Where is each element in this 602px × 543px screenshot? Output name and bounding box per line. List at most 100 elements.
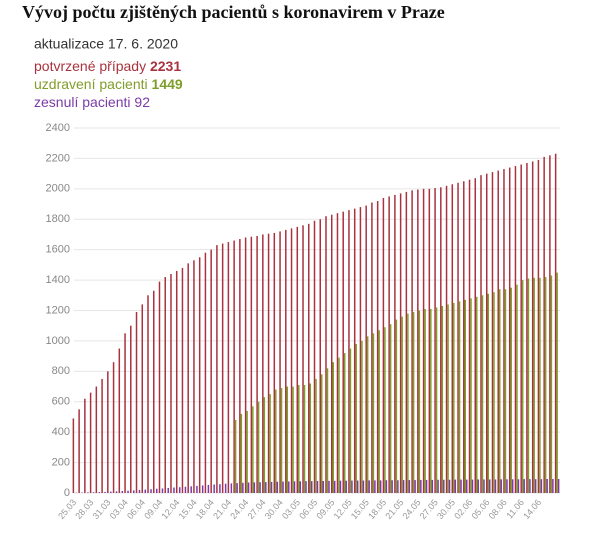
bar: [147, 295, 148, 493]
bar: [99, 492, 100, 493]
x-tick-label: 06.05: [297, 497, 319, 521]
bar: [231, 483, 232, 493]
bar: [182, 268, 183, 493]
bar: [529, 479, 530, 493]
bar: [512, 479, 513, 493]
bar: [124, 333, 125, 493]
bar: [78, 409, 79, 493]
chart-title: Vývoj počtu zjištěných pacientů s korona…: [22, 2, 445, 22]
bar: [210, 250, 211, 493]
bar: [344, 353, 345, 493]
bar: [327, 368, 328, 493]
bar: [497, 171, 498, 493]
bar: [465, 300, 466, 493]
bar: [351, 481, 352, 493]
bar: [241, 414, 242, 493]
bar: [311, 481, 312, 493]
bar: [535, 479, 536, 493]
bar: [466, 480, 467, 493]
bar: [332, 362, 333, 493]
bar: [252, 406, 253, 493]
bar: [305, 481, 306, 493]
bar: [196, 486, 197, 493]
bar: [159, 282, 160, 493]
bar: [259, 482, 260, 493]
bar: [222, 244, 223, 493]
bar: [457, 183, 458, 493]
bar: [452, 184, 453, 493]
x-tick-label: 21.05: [383, 497, 405, 521]
bar: [357, 481, 358, 493]
legend-label: uzdravení pacienti: [34, 76, 148, 92]
bar: [187, 263, 188, 493]
bar: [216, 245, 217, 493]
bar: [409, 480, 410, 493]
x-tick-label: 31.03: [91, 497, 113, 521]
y-tick-label: 200: [52, 456, 70, 468]
bar: [145, 490, 146, 493]
x-tick-label: 27.04: [246, 497, 268, 521]
bar: [520, 165, 521, 494]
bar: [386, 480, 387, 493]
bar: [142, 304, 143, 493]
bar: [116, 491, 117, 493]
bar: [170, 274, 171, 493]
x-tick-label: 14.06: [521, 497, 543, 521]
bar: [246, 411, 247, 493]
bar: [254, 482, 255, 493]
x-tick-label: 06.04: [125, 497, 147, 521]
bar: [314, 221, 315, 493]
y-tick-label: 0: [64, 487, 70, 499]
bar: [340, 481, 341, 493]
bar: [426, 480, 427, 493]
bar: [87, 492, 88, 493]
bar: [321, 374, 322, 493]
x-tick-label: 30.04: [263, 497, 285, 521]
bar: [505, 289, 506, 493]
bar: [354, 209, 355, 493]
bar: [551, 276, 552, 493]
bar: [495, 479, 496, 493]
bar: [271, 482, 272, 493]
bar: [518, 479, 519, 493]
legend-item: zesnulí pacienti 92: [34, 94, 150, 110]
bar: [297, 227, 298, 493]
bar: [546, 479, 547, 493]
bar: [499, 289, 500, 493]
bar: [205, 253, 206, 493]
bar: [384, 327, 385, 493]
bar: [401, 317, 402, 493]
bar: [176, 271, 177, 493]
bar: [455, 480, 456, 493]
x-tick-label: 24.05: [401, 497, 423, 521]
bar: [486, 174, 487, 493]
bar: [348, 210, 349, 493]
bar: [308, 224, 309, 493]
bar: [302, 225, 303, 493]
bar: [545, 277, 546, 493]
bar: [279, 231, 280, 493]
x-tick-label: 18.05: [366, 497, 388, 521]
bar: [365, 206, 366, 493]
bar: [361, 341, 362, 493]
bar: [419, 311, 420, 494]
bar: [190, 486, 191, 493]
bar: [541, 479, 542, 493]
bar: [459, 301, 460, 493]
bar: [469, 180, 470, 493]
bar: [440, 187, 441, 493]
bar: [447, 304, 448, 493]
x-tick-label: 30.05: [435, 497, 457, 521]
bar: [233, 241, 234, 493]
bar: [555, 154, 556, 493]
x-tick-label: 03.05: [280, 497, 302, 521]
bar: [202, 485, 203, 493]
bar: [338, 358, 339, 493]
bar: [281, 388, 282, 493]
bar: [291, 228, 292, 493]
bar: [236, 483, 237, 493]
y-tick-label: 1800: [46, 213, 70, 225]
bar: [304, 385, 305, 493]
bar: [528, 279, 529, 493]
